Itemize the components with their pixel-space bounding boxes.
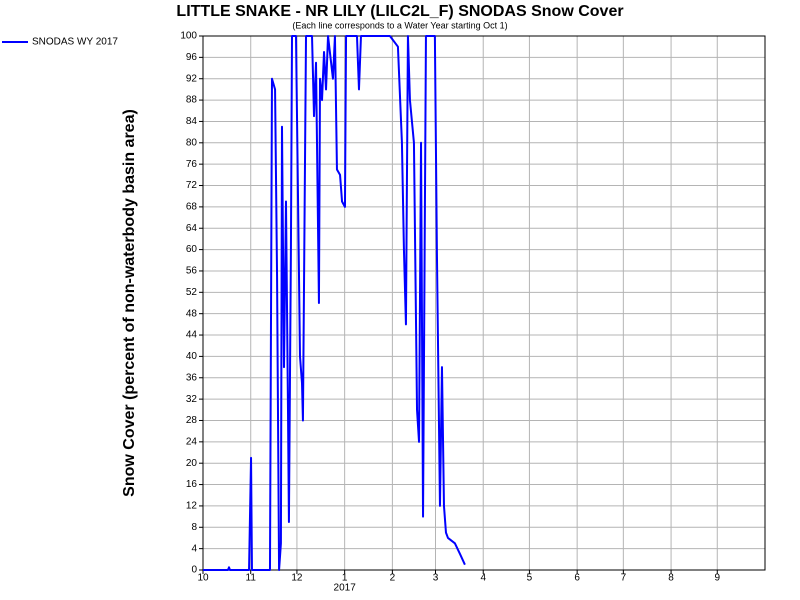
y-tick-label: 92 — [186, 73, 198, 84]
y-tick-label: 40 — [186, 351, 198, 362]
y-axis-label: Snow Cover (percent of non-waterbody bas… — [121, 109, 138, 497]
y-tick-label: 88 — [186, 95, 198, 106]
y-tick-label: 76 — [186, 159, 198, 170]
x-tick-label: 5 — [527, 573, 533, 584]
y-tick-label: 0 — [191, 565, 197, 576]
y-tick-label: 48 — [186, 308, 198, 319]
x-tick-label: 4 — [480, 573, 486, 584]
y-tick-label: 100 — [180, 31, 197, 42]
y-tick-label: 56 — [186, 266, 198, 277]
x-tick-label: 2 — [390, 573, 396, 584]
x-tick-label: 1 — [342, 573, 348, 584]
y-tick-label: 44 — [186, 330, 198, 341]
x-tick-label: 8 — [668, 573, 674, 584]
y-tick-label: 84 — [186, 116, 198, 127]
chart-subtitle: (Each line corresponds to a Water Year s… — [292, 20, 507, 30]
y-tick-label: 28 — [186, 415, 198, 426]
y-tick-label: 36 — [186, 372, 198, 383]
y-tick-label: 32 — [186, 394, 198, 405]
x-tick-label: 10 — [197, 573, 209, 584]
y-tick-label: 4 — [191, 543, 197, 554]
y-tick-label: 64 — [186, 223, 198, 234]
chart-title: LITTLE SNAKE - NR LILY (LILC2L_F) SNODAS… — [176, 3, 623, 20]
y-tick-label: 20 — [186, 458, 198, 469]
plot-frame — [202, 35, 766, 571]
x-tick-label: 11 — [246, 573, 257, 584]
x-tick-label: 9 — [714, 573, 720, 584]
y-tick-label: 68 — [186, 202, 198, 213]
y-tick-label: 12 — [186, 501, 198, 512]
x-tick-label: 3 — [433, 573, 439, 584]
y-tick-label: 80 — [186, 137, 198, 148]
y-tick-label: 72 — [186, 180, 198, 191]
y-tick-label: 24 — [186, 436, 198, 447]
y-tick-label: 52 — [186, 287, 198, 298]
x-year-label: 2017 — [334, 583, 357, 594]
y-tick-label: 96 — [186, 52, 198, 63]
y-tick-label: 60 — [186, 244, 198, 255]
x-tick-label: 6 — [574, 573, 580, 584]
y-tick-label: 8 — [191, 522, 197, 533]
data-line — [203, 35, 466, 571]
x-tick-label: 7 — [621, 573, 627, 584]
x-tick-label: 12 — [291, 573, 303, 584]
legend-label: SNODAS WY 2017 — [32, 37, 118, 48]
y-tick-label: 16 — [186, 479, 198, 490]
